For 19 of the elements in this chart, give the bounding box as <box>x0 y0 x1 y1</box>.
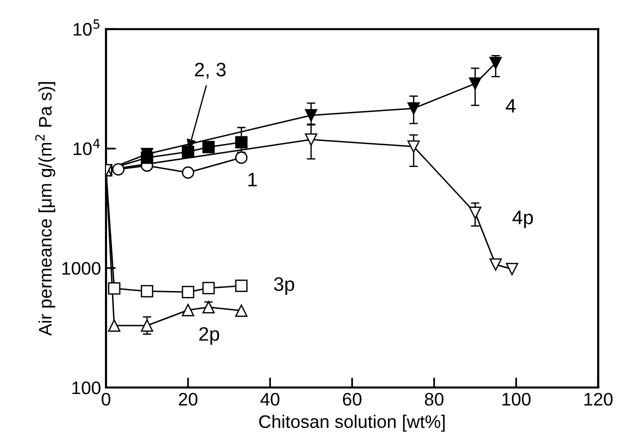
y-axis-title: Air permeance [μm g/(m$^{2}$ Pa s)] <box>35 82 56 336</box>
x-tick-label: 120 <box>584 392 613 406</box>
y-tick-label: 10$^{5}$ <box>74 19 100 36</box>
series-label: 4 <box>506 99 516 113</box>
x-tick-label: 100 <box>502 392 531 406</box>
y-tick-label: 1000 <box>62 262 100 275</box>
x-tick-label: 20 <box>178 392 198 406</box>
x-tick-label: 40 <box>260 392 280 406</box>
series-label: 1 <box>248 172 257 186</box>
text: 2, 3 <box>195 62 226 79</box>
x-tick-label: 0 <box>102 392 110 406</box>
series-label: 2p <box>199 327 220 345</box>
x-axis-title: Chitosan solution [wt%] <box>259 414 445 432</box>
y-tick-label: 10$^{4}$ <box>74 138 100 156</box>
series-label: 4p <box>512 210 533 228</box>
y-tick-label: 100 <box>72 381 100 394</box>
x-tick-label: 80 <box>424 392 444 406</box>
series-label: 3p <box>274 277 294 295</box>
x-tick-label: 60 <box>342 392 362 406</box>
